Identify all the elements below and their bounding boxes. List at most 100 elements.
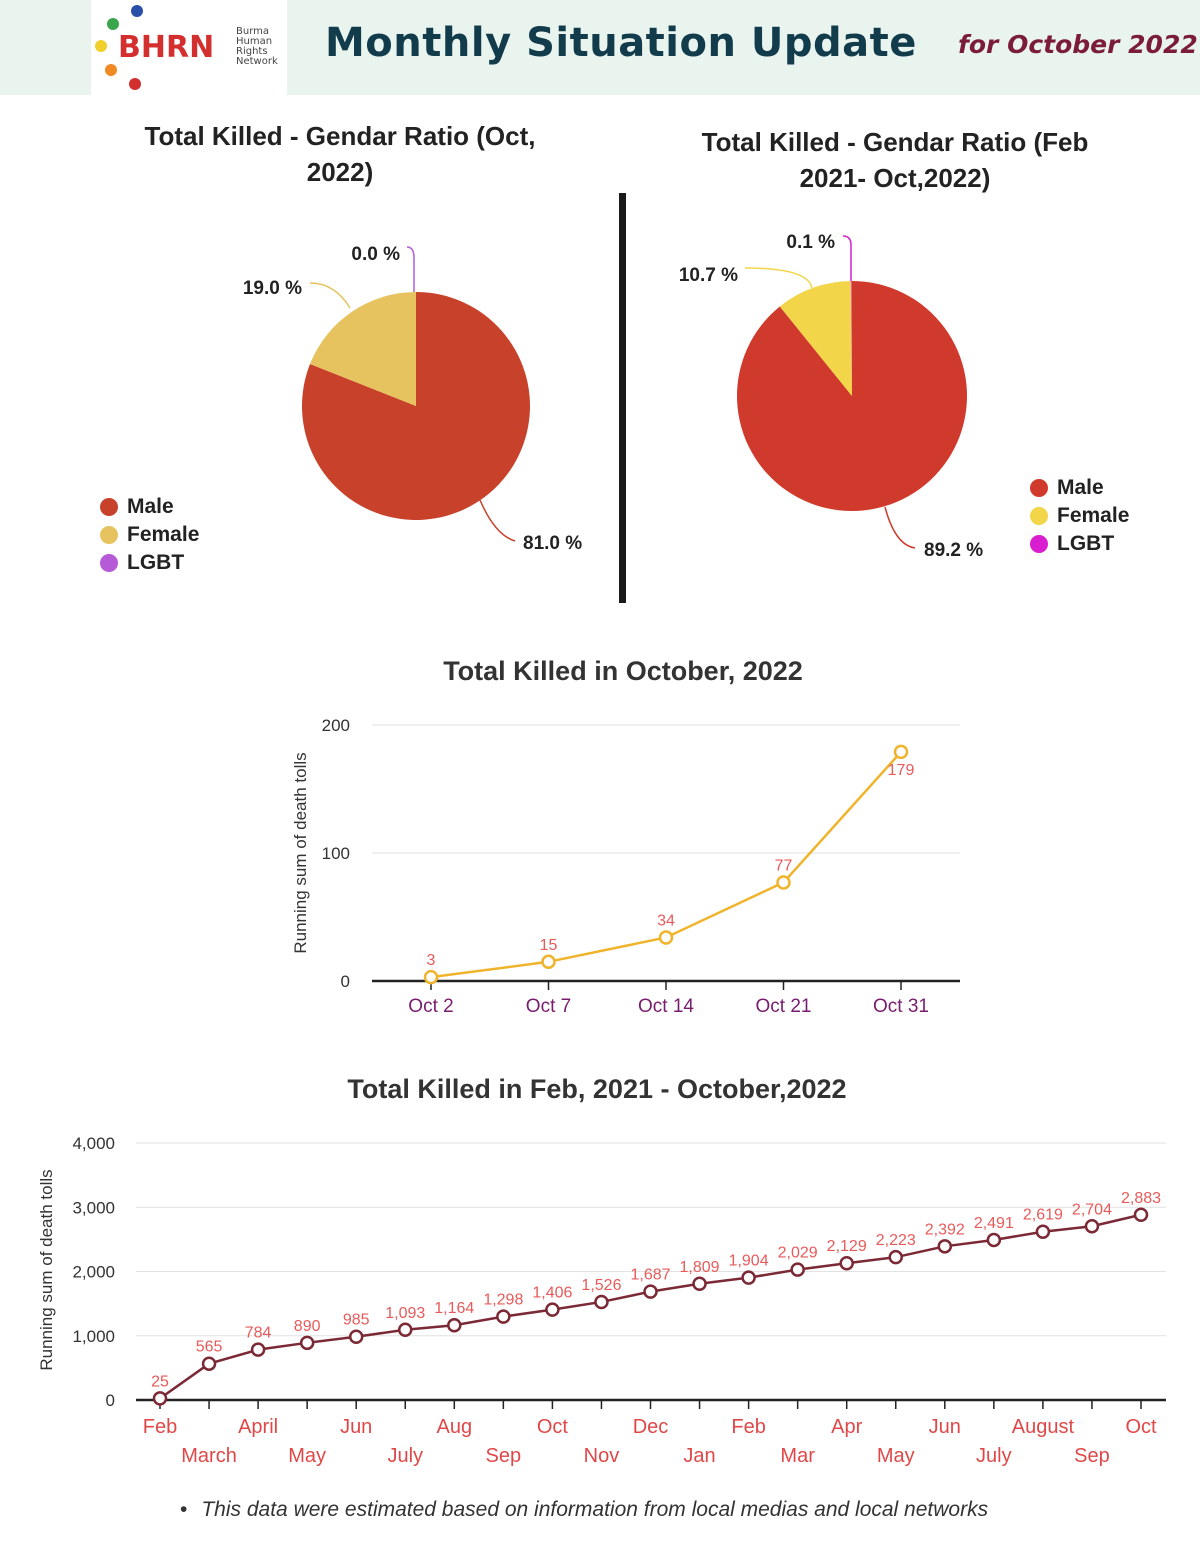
total-chart-data-point [398, 1322, 413, 1338]
total-chart-data-label: 1,904 [729, 1253, 769, 1270]
oct-chart-data-label: 34 [657, 912, 675, 929]
total-chart-y-tick-label: 2,000 [72, 1263, 115, 1282]
total-chart-data-label: 1,164 [434, 1300, 474, 1317]
total-chart-title: Total Killed in Feb, 2021 - October,2022 [347, 1074, 847, 1104]
bullet-icon: • [180, 1498, 188, 1521]
pie-1-slice-label: 81.0 % [523, 533, 582, 554]
total-chart-x-tick-label: Jun [340, 1416, 372, 1438]
total-chart-x-tick-label: Dec [633, 1416, 669, 1438]
total-chart-data-point [594, 1294, 609, 1310]
oct-chart-x-tick-label: Oct 2 [408, 996, 453, 1017]
pie-1-slice-label: 0.0 % [351, 244, 400, 265]
legend-label: Female [127, 523, 200, 546]
total-chart-x-tick-label: Apr [831, 1416, 862, 1438]
total-chart-x-tick-label: Nov [584, 1445, 620, 1467]
total-chart-y-tick-label: 1,000 [72, 1327, 115, 1346]
total-chart-data-point [152, 1391, 168, 1406]
total-chart-data-point [1035, 1224, 1051, 1239]
total-chart-x-tick-label: Jan [683, 1445, 715, 1467]
pie-2-slice-lgbt [851, 281, 852, 396]
oct-chart-data-point [541, 954, 556, 970]
total-chart-x-tick-label: August [1012, 1416, 1075, 1438]
oct-chart-x-tick-label: Oct 14 [638, 996, 694, 1017]
legend-item-male: Male [1030, 474, 1129, 502]
total-chart-data-point [790, 1262, 805, 1277]
logo-subtitle: Burma Human Rights Network [236, 26, 278, 67]
pie-2-leader-line [842, 235, 852, 281]
total-chart-data-label: 25 [151, 1373, 169, 1390]
total-chart-x-tick-label: Mar [780, 1445, 815, 1467]
total-chart-data-label: 2,704 [1072, 1201, 1112, 1218]
pie-2-slice-female [779, 281, 852, 396]
oct-chart-data-label: 3 [427, 952, 436, 969]
total-chart-x-tick-label: March [181, 1445, 237, 1467]
oct-chart-x-tick-label: Oct 21 [756, 996, 812, 1017]
oct-chart-data-label: 15 [540, 937, 558, 954]
legend-swatch [100, 554, 118, 572]
total-chart-data-label: 1,809 [680, 1259, 720, 1276]
divider [619, 193, 626, 603]
oct-chart-data-label: 179 [888, 762, 915, 779]
oct-chart-data-label: 77 [775, 857, 793, 874]
total-chart-y-tick-label: 3,000 [72, 1198, 115, 1217]
total-chart-x-tick-label: Sep [1074, 1445, 1110, 1467]
pie-1-title: Total Killed - Gendar Ratio (Oct, 2022) [144, 121, 536, 187]
total-chart-data-point [839, 1255, 854, 1271]
logo-dot-icon [107, 18, 119, 30]
pie-1-legend: Male Female LGBT [100, 493, 199, 577]
total-chart-data-point [1133, 1207, 1149, 1223]
total-chart-data-point [741, 1270, 756, 1285]
footnote-text: This data were estimated based on inform… [201, 1498, 989, 1521]
pie-2-legend: Male Female LGBT [1030, 474, 1129, 558]
total-chart-x-tick-label: Feb [731, 1416, 765, 1438]
oct-chart-data-point [893, 744, 909, 760]
total-chart-data-point [986, 1232, 1002, 1248]
total-chart-data-label: 2,491 [974, 1215, 1014, 1232]
logo-dot-icon [95, 40, 107, 52]
total-chart-data-point [643, 1284, 658, 1299]
total-chart-y-axis-label: Running sum of death tolls [37, 1169, 56, 1370]
total-chart-data-point [250, 1342, 266, 1357]
total-chart-x-tick-label: Oct [1125, 1416, 1157, 1438]
legend-label: LGBT [127, 551, 185, 574]
total-chart-data-label: 1,093 [385, 1305, 425, 1322]
legend-swatch [1030, 507, 1048, 525]
page-date: for October 2022 [958, 30, 1198, 59]
legend-label: Male [1057, 476, 1104, 499]
oct-chart-y-tick-label: 0 [341, 972, 350, 991]
oct-chart-data-point [776, 875, 791, 890]
total-chart-data-label: 985 [343, 1312, 370, 1329]
total-chart-data-point [496, 1309, 511, 1324]
logo [91, 0, 287, 95]
logo-text-value: BHRN [118, 30, 215, 65]
total-chart-data-label: 2,392 [925, 1221, 965, 1238]
pie-2-leader-line [884, 506, 916, 549]
pie-1-slice-female [310, 292, 416, 406]
legend-swatch [100, 498, 118, 516]
total-chart-x-tick-label: Jun [929, 1416, 961, 1438]
legend-item-male: Male [100, 493, 199, 521]
total-chart-data-label: 2,223 [876, 1232, 916, 1249]
total-chart-data-point [888, 1249, 903, 1265]
logo-dot-icon [131, 5, 143, 17]
pie-1-leader-line [479, 499, 516, 542]
oct-chart-y-tick-label: 100 [322, 844, 350, 863]
logo-dot-icon [129, 78, 141, 90]
total-chart-y-tick-label: 4,000 [72, 1134, 115, 1153]
legend-swatch [1030, 479, 1048, 497]
legend-label: Female [1057, 504, 1130, 527]
logo-dot-icon [105, 64, 117, 76]
total-chart-data-label: 2,129 [827, 1238, 867, 1255]
total-chart-data-label: 1,406 [532, 1285, 572, 1302]
total-chart-x-tick-label: Sep [486, 1445, 522, 1467]
total-chart-x-tick-label: July [976, 1445, 1012, 1467]
oct-chart-title: Total Killed in October, 2022 [443, 656, 803, 686]
total-chart-data-label: 784 [245, 1325, 272, 1342]
total-chart-data-label: 1,298 [483, 1292, 523, 1309]
total-chart-data-label: 2,883 [1121, 1190, 1161, 1207]
total-chart-x-tick-label: May [288, 1445, 326, 1467]
pie-1-leader-line [309, 282, 351, 309]
total-chart-data-point [348, 1329, 364, 1344]
legend-item-lgbt: LGBT [100, 549, 199, 577]
